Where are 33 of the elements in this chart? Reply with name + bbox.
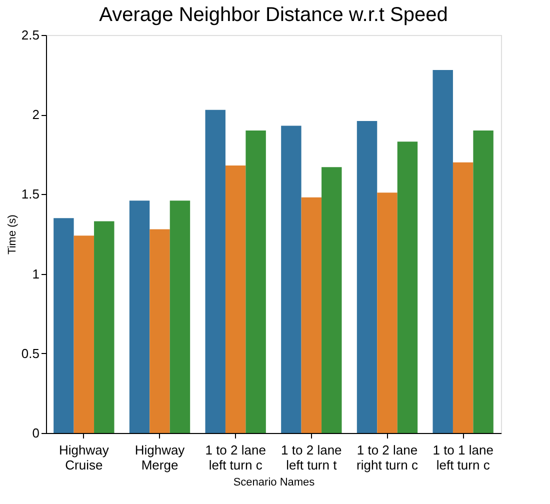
y-axis-title: Time (s) bbox=[6, 214, 18, 254]
y-tick-label: 1 bbox=[32, 266, 40, 282]
x-tick-label: Highway Merge bbox=[134, 442, 186, 472]
bar bbox=[246, 130, 266, 433]
bar bbox=[301, 197, 322, 433]
bar bbox=[150, 229, 170, 433]
bar bbox=[54, 218, 74, 433]
bar bbox=[397, 142, 418, 433]
x-tick-label: 1 to 1 lane left turn c bbox=[432, 442, 494, 472]
bar bbox=[281, 126, 302, 433]
y-tick-label: 1.5 bbox=[21, 186, 40, 202]
y-tick-label: 0.5 bbox=[21, 346, 40, 361]
bar bbox=[74, 236, 94, 433]
bar bbox=[205, 110, 226, 433]
bar bbox=[377, 192, 398, 433]
x-tick-label: Highway Cruise bbox=[58, 442, 110, 472]
bar bbox=[473, 130, 494, 433]
x-tick-label: 1 to 2 lane left turn t bbox=[281, 442, 342, 472]
y-tick-label: 2.5 bbox=[21, 28, 40, 42]
x-tick-label: 1 to 2 lane left turn c bbox=[205, 442, 266, 472]
bar bbox=[225, 166, 246, 433]
chart-title: Average Neighbor Distance w.r.t Speed bbox=[99, 4, 448, 26]
bar bbox=[170, 200, 190, 433]
x-tick-label: 1 to 2 lane right turn c bbox=[356, 442, 418, 472]
bar bbox=[432, 70, 453, 433]
y-tick-label: 2 bbox=[32, 107, 40, 122]
bar bbox=[94, 221, 114, 433]
x-axis-title: Scenario Names bbox=[233, 476, 316, 488]
bar bbox=[322, 167, 342, 433]
bar bbox=[129, 200, 150, 433]
bar bbox=[452, 162, 474, 433]
bar bbox=[356, 120, 378, 433]
y-tick-label: 0 bbox=[32, 426, 40, 440]
